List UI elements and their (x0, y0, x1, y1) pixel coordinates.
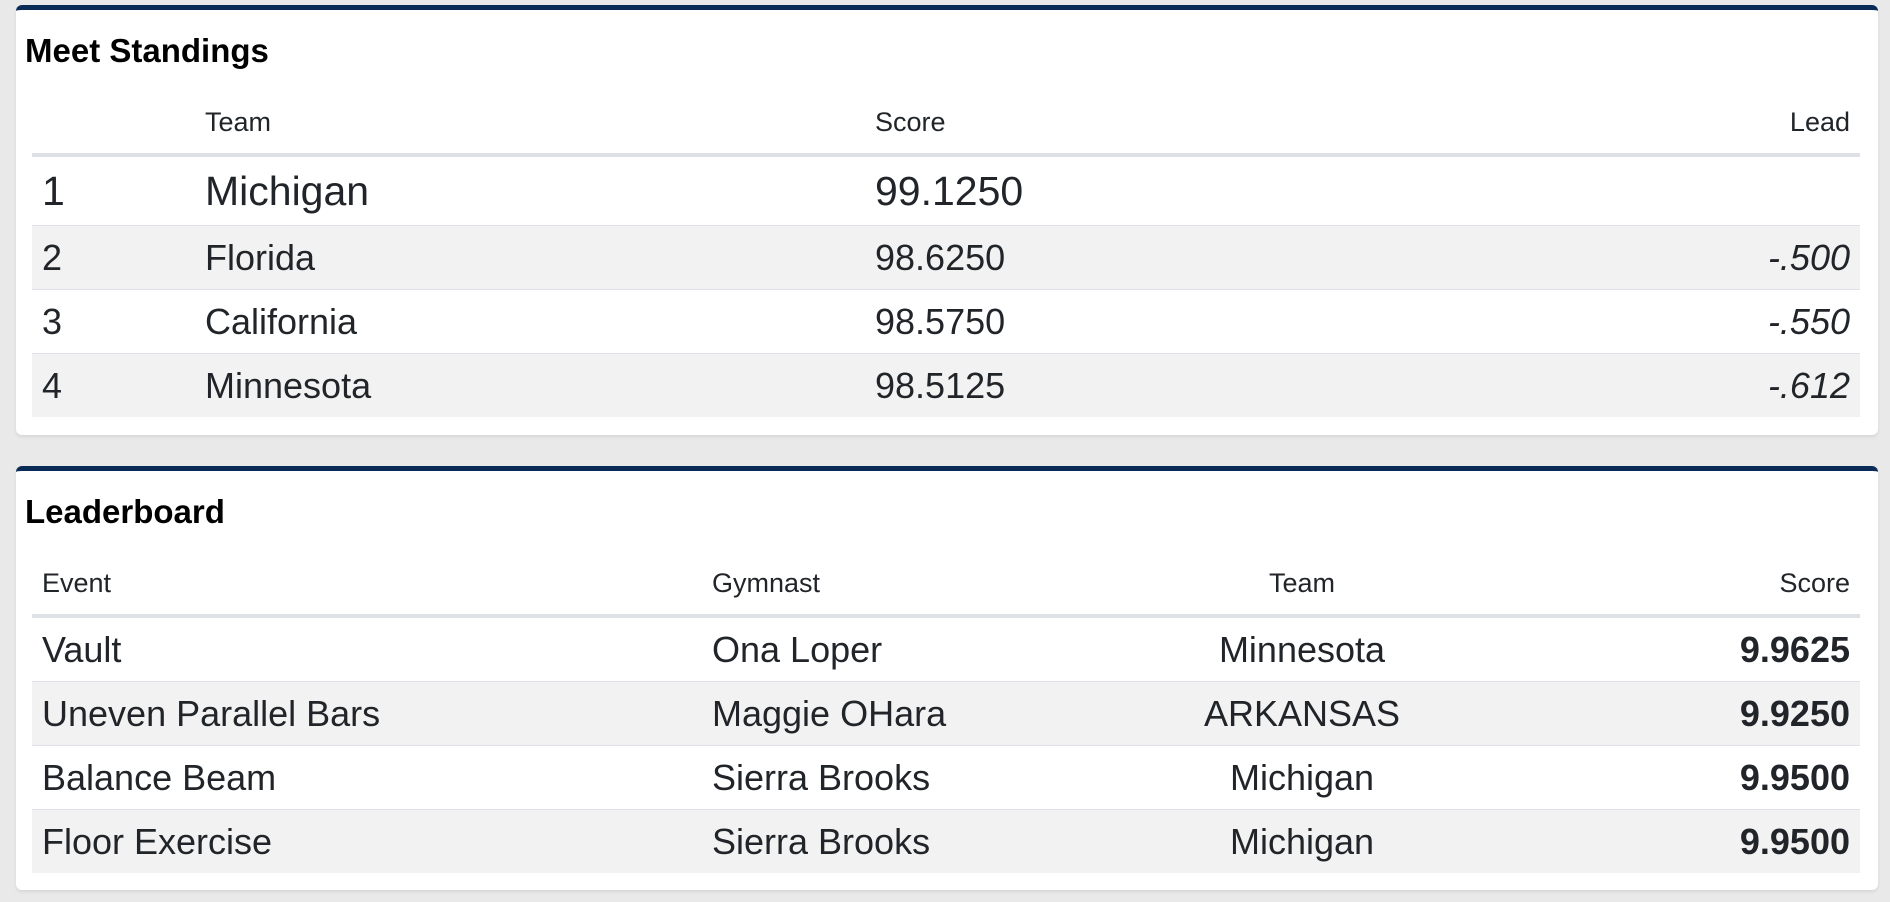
rank: 3 (32, 289, 195, 354)
gymnast: Sierra Brooks (702, 809, 1182, 873)
score: 9.9500 (1422, 745, 1860, 810)
team-name: Florida (195, 225, 865, 290)
rank: 2 (32, 225, 195, 290)
table-row: Floor Exercise Sierra Brooks Michigan 9.… (32, 809, 1860, 873)
event: Vault (42, 628, 122, 670)
header-score[interactable]: Score (1422, 552, 1860, 618)
team-score: 98.6250 (865, 225, 1485, 290)
team-score: 99.1250 (875, 167, 1024, 214)
leaderboard-header-row: Event Gymnast Team Score (32, 552, 1860, 618)
team: ARKANSAS (1182, 681, 1422, 746)
standings-header-row: Team Score Lead (32, 91, 1860, 157)
event: Floor Exercise (32, 809, 702, 873)
gymnast: Ona Loper (712, 628, 883, 670)
team: Michigan (1182, 745, 1422, 810)
lead: -.550 (1484, 289, 1860, 354)
table-row: 2 Florida 98.6250 -.500 (32, 225, 1860, 290)
lead: -.500 (1484, 225, 1860, 290)
score: 9.9500 (1422, 809, 1860, 873)
team-score: 98.5750 (865, 289, 1485, 354)
score: 9.9250 (1422, 681, 1860, 746)
team: Michigan (1182, 809, 1422, 873)
team-name: Michigan (205, 167, 370, 214)
header-lead[interactable]: Lead (1484, 91, 1860, 157)
team: Minnesota (1218, 628, 1386, 670)
header-gymnast[interactable]: Gymnast (702, 552, 1182, 618)
leaderboard-table: Event Gymnast Team Score Vault Ona Loper… (32, 552, 1860, 873)
leaderboard-card: Leaderboard Event Gymnast Team Score Vau… (16, 466, 1878, 890)
header-rank (32, 91, 195, 157)
team-name: California (195, 289, 865, 354)
rank: 4 (32, 353, 195, 417)
meet-standings-title: Meet Standings (25, 32, 269, 69)
header-team[interactable]: Team (1182, 552, 1422, 618)
table-row: 3 California 98.5750 -.550 (32, 289, 1860, 354)
rank: 1 (42, 167, 65, 214)
gymnast: Sierra Brooks (702, 745, 1182, 810)
team-score: 98.5125 (865, 353, 1485, 417)
score: 9.9625 (1739, 628, 1850, 670)
gymnast: Maggie OHara (702, 681, 1182, 746)
header-score[interactable]: Score (865, 91, 1485, 157)
standings-table: Team Score Lead 1 Michigan 99.1250 2 Flo… (32, 91, 1860, 417)
header-event[interactable]: Event (32, 552, 702, 618)
event: Uneven Parallel Bars (32, 681, 702, 746)
lead (1484, 155, 1860, 226)
lead: -.612 (1484, 353, 1860, 417)
table-row: Vault Ona Loper Minnesota 9.9625 (32, 616, 1860, 682)
table-row: Uneven Parallel Bars Maggie OHara ARKANS… (32, 681, 1860, 746)
leaderboard-title: Leaderboard (25, 493, 225, 530)
header-team[interactable]: Team (195, 91, 865, 157)
table-row: 4 Minnesota 98.5125 -.612 (32, 353, 1860, 417)
team-name: Minnesota (195, 353, 865, 417)
event: Balance Beam (32, 745, 702, 810)
table-row: 1 Michigan 99.1250 (32, 155, 1860, 226)
meet-standings-card: Meet Standings Team Score Lead 1 Michiga… (16, 5, 1878, 435)
table-row: Balance Beam Sierra Brooks Michigan 9.95… (32, 745, 1860, 810)
